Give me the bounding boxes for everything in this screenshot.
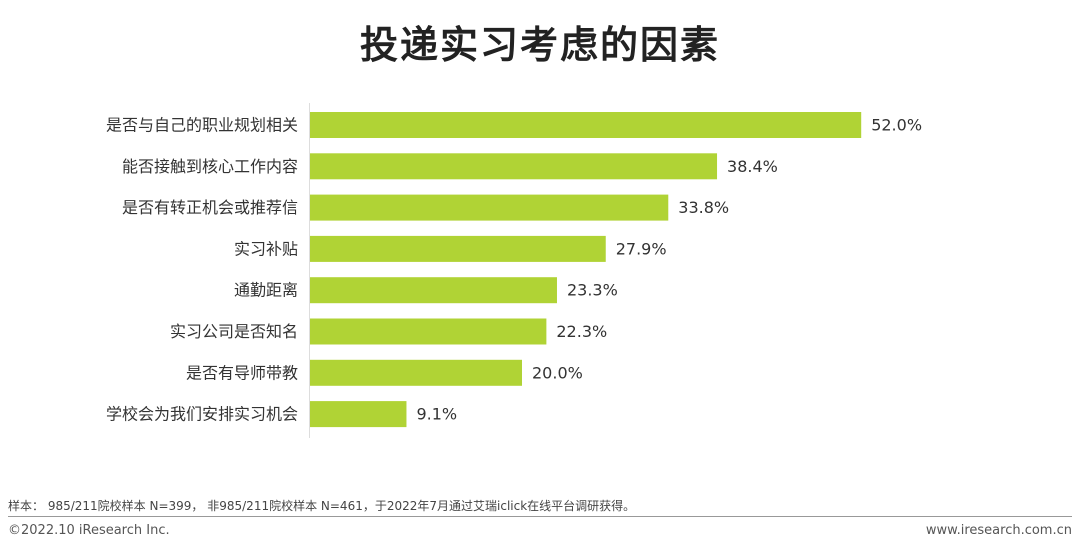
value-label: 9.1% xyxy=(416,405,457,424)
value-label: 52.0% xyxy=(871,116,922,135)
category-label: 是否有转正机会或推荐信 xyxy=(122,198,298,217)
value-label: 33.8% xyxy=(678,198,729,217)
category-label: 是否有导师带教 xyxy=(186,363,298,382)
value-label: 20.0% xyxy=(532,363,583,382)
category-label: 能否接触到核心工作内容 xyxy=(122,157,298,176)
website-link[interactable]: www.iresearch.com.cn xyxy=(925,523,1072,538)
value-label: 38.4% xyxy=(727,157,778,176)
sample-note: 样本： 985/211院校样本 N=399， 非985/211院校样本 N=46… xyxy=(8,499,636,513)
copyright-text: ©2022.10 iResearch Inc. xyxy=(8,523,170,538)
category-label: 实习公司是否知名 xyxy=(170,322,298,341)
bar xyxy=(310,112,862,138)
value-label: 23.3% xyxy=(567,281,618,300)
bar xyxy=(310,235,606,262)
category-label: 通勤距离 xyxy=(234,281,298,300)
bars-group: 是否与自己的职业规划相关 52.0% 能否接触到核心工作内容 38.4% 是否有转正机会… xyxy=(106,112,922,428)
bar xyxy=(310,318,547,345)
bar xyxy=(310,153,718,180)
chart-title: 投递实习考虑的因素 xyxy=(359,23,720,67)
bar xyxy=(310,277,557,304)
value-label: 27.9% xyxy=(616,239,667,258)
footer-divider xyxy=(8,516,1072,517)
bar xyxy=(310,401,407,428)
bar xyxy=(310,359,522,386)
value-label: 22.3% xyxy=(556,322,607,341)
category-label: 实习补贴 xyxy=(234,239,298,258)
category-label: 学校会为我们安排实习机会 xyxy=(106,405,298,424)
category-label: 是否与自己的职业规划相关 xyxy=(106,116,298,135)
bar xyxy=(310,194,669,221)
